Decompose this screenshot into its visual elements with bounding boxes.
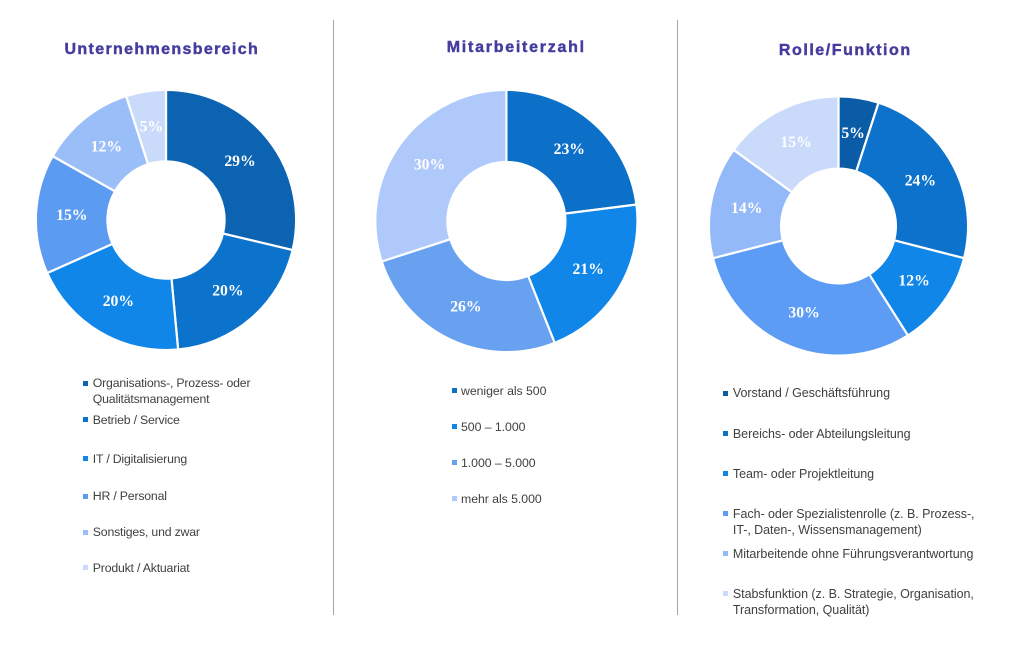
svg-text:24%: 24%	[905, 173, 936, 190]
svg-text:26%: 26%	[450, 299, 481, 316]
svg-text:30%: 30%	[788, 304, 819, 321]
svg-text:30%: 30%	[414, 157, 445, 174]
svg-text:5%: 5%	[140, 118, 164, 135]
svg-text:15%: 15%	[56, 207, 87, 224]
svg-text:12%: 12%	[91, 138, 122, 155]
svg-text:20%: 20%	[212, 283, 243, 300]
svg-text:5%: 5%	[841, 125, 865, 142]
svg-text:20%: 20%	[103, 293, 134, 310]
svg-text:29%: 29%	[224, 153, 255, 170]
svg-text:23%: 23%	[554, 141, 585, 158]
svg-text:14%: 14%	[731, 200, 762, 217]
svg-text:15%: 15%	[780, 134, 811, 151]
svg-text:12%: 12%	[898, 273, 929, 290]
svg-text:21%: 21%	[573, 261, 604, 278]
